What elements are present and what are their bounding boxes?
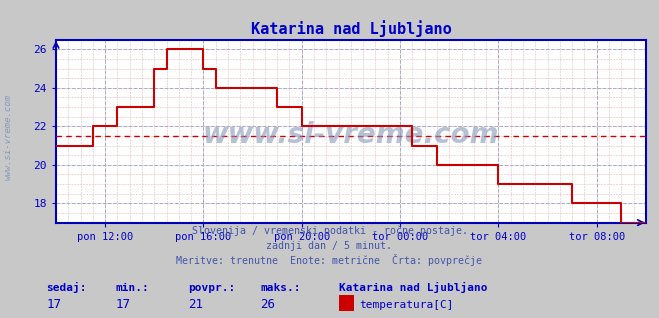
Text: 17: 17 (115, 298, 130, 311)
Text: Meritve: trenutne  Enote: metrične  Črta: povprečje: Meritve: trenutne Enote: metrične Črta: … (177, 254, 482, 266)
Text: Slovenija / vremenski podatki - ročne postaje.: Slovenija / vremenski podatki - ročne po… (192, 225, 467, 236)
Text: min.:: min.: (115, 283, 149, 293)
Text: 17: 17 (46, 298, 61, 311)
Text: sedaj:: sedaj: (46, 282, 86, 293)
Text: 21: 21 (188, 298, 203, 311)
Text: maks.:: maks.: (260, 283, 301, 293)
Text: zadnji dan / 5 minut.: zadnji dan / 5 minut. (266, 241, 393, 251)
Text: www.si-vreme.com: www.si-vreme.com (203, 121, 499, 149)
Title: Katarina nad Ljubljano: Katarina nad Ljubljano (250, 20, 451, 37)
Text: temperatura[C]: temperatura[C] (359, 300, 453, 310)
Text: 26: 26 (260, 298, 275, 311)
Text: Katarina nad Ljubljano: Katarina nad Ljubljano (339, 282, 488, 293)
Text: www.si-vreme.com: www.si-vreme.com (3, 94, 13, 180)
Text: povpr.:: povpr.: (188, 283, 235, 293)
